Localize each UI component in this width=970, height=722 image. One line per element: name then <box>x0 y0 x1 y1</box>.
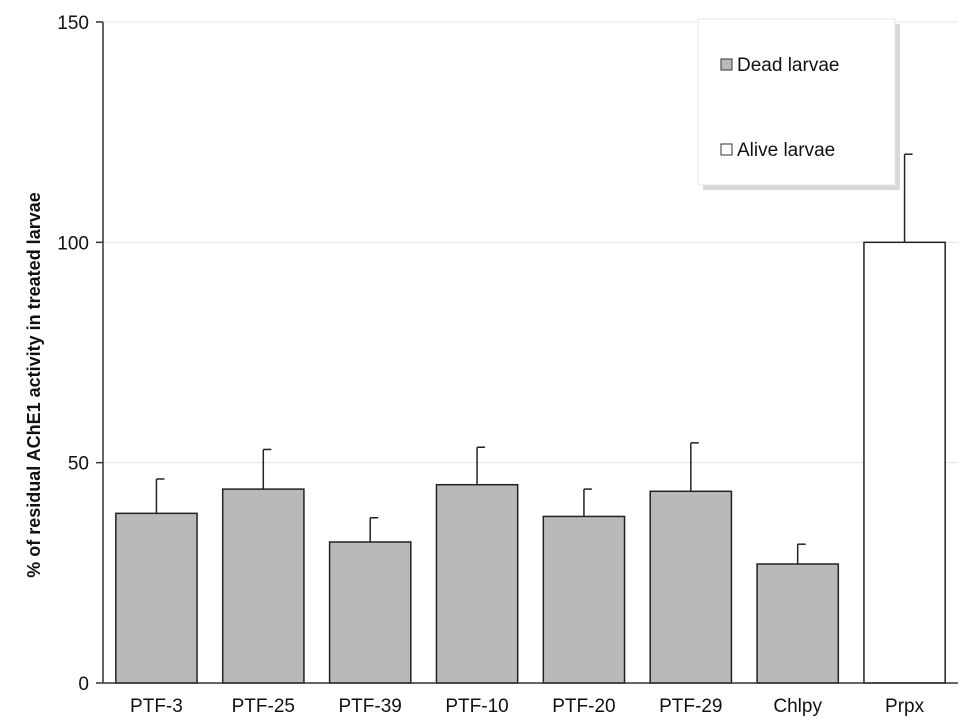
x-category-labels: PTF-3 PTF-25 PTF-39 PTF-10 PTF-20 PTF-29 Chlpy… <box>130 696 925 717</box>
bars <box>115 153 946 684</box>
legend-box <box>697 18 896 186</box>
y-ticks: 0 50 100 150 <box>57 13 103 695</box>
y-tick-label: 150 <box>57 13 89 34</box>
bar-ptf-29 <box>649 490 733 684</box>
y-tick-label: 0 <box>78 674 89 695</box>
bar-chlpy <box>756 563 840 684</box>
bar-ptf-20 <box>542 515 626 684</box>
legend-label-dead-larvae: Dead larvae <box>737 55 839 76</box>
bar-ptf-3 <box>115 512 198 684</box>
legend-label-alive-larvae: Alive larvae <box>737 140 835 161</box>
legend: Dead larvae Alive larvae <box>697 18 900 190</box>
x-tick-label: PTF-10 <box>445 696 508 717</box>
y-tick-label: 50 <box>68 454 89 475</box>
legend-swatch-alive-larvae <box>720 143 733 156</box>
y-tick-label: 100 <box>57 233 89 254</box>
x-tick-label: Prpx <box>885 696 925 717</box>
bar-prpx <box>863 241 946 684</box>
x-tick-label: PTF-3 <box>130 696 183 717</box>
bar-ptf-25 <box>221 488 305 684</box>
y-axis-label: % of residual AChE1 activity in treated … <box>24 192 44 577</box>
bar-ptf-10 <box>435 483 519 684</box>
bar-ptf-39 <box>328 541 412 684</box>
x-tick-label: PTF-39 <box>339 696 402 717</box>
x-tick-label: PTF-20 <box>552 696 615 717</box>
x-tick-label: PTF-29 <box>659 696 722 717</box>
legend-swatch-dead-larvae <box>720 58 733 71</box>
x-tick-label: Chlpy <box>773 696 822 717</box>
x-tick-label: PTF-25 <box>232 696 295 717</box>
axes <box>102 22 958 684</box>
